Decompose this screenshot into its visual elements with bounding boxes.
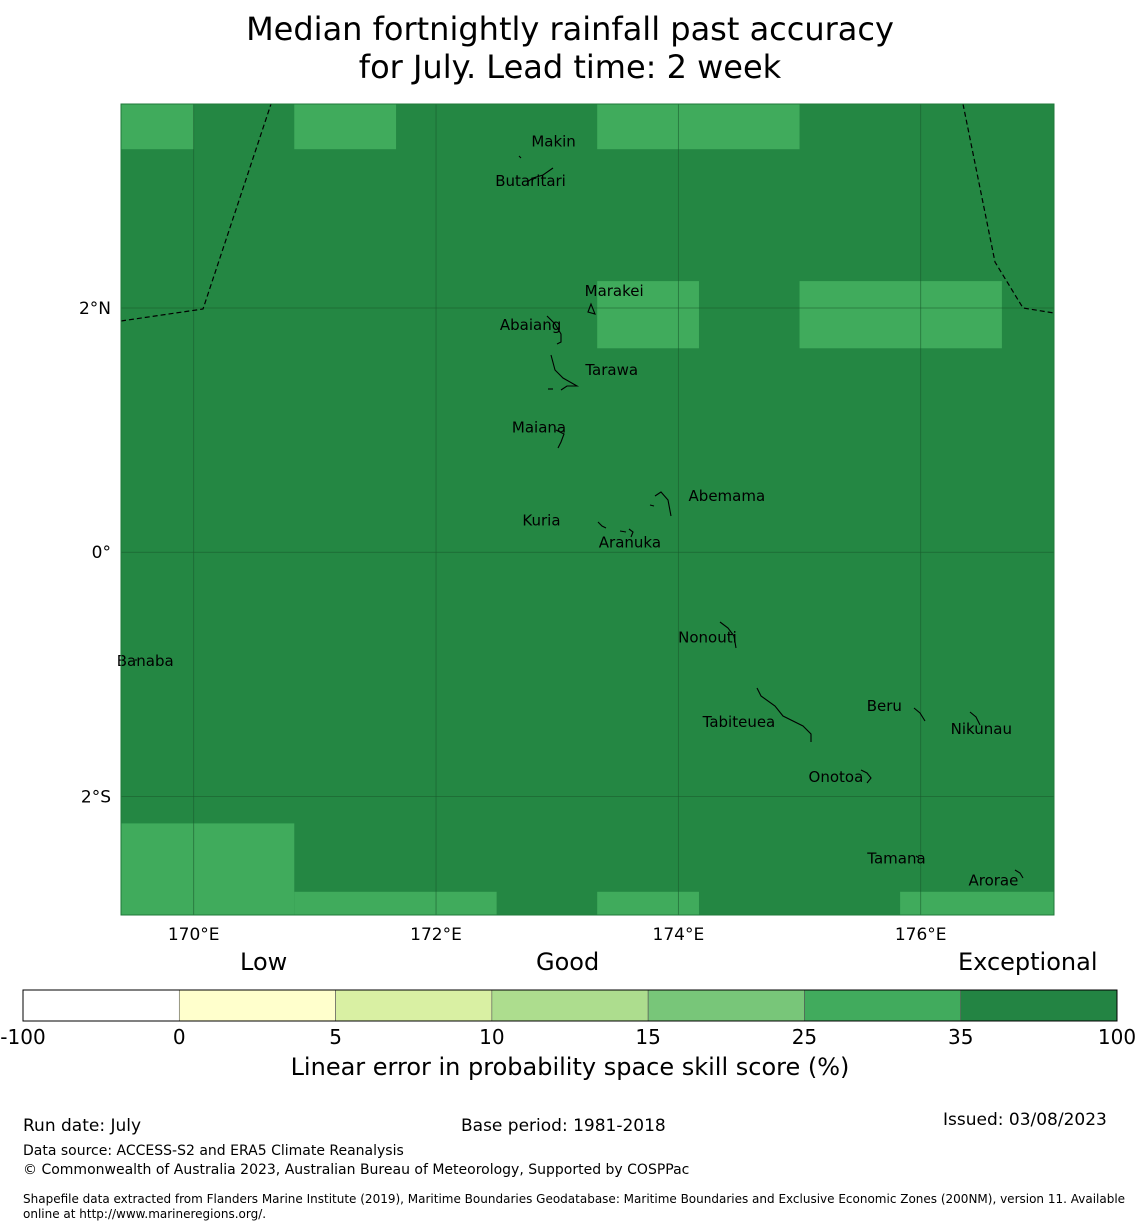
island-outline bbox=[654, 491, 672, 517]
category-exceptional: Exceptional bbox=[958, 948, 1098, 976]
island-label: Banaba bbox=[117, 652, 174, 670]
island-outline bbox=[518, 155, 522, 159]
island-label: Nonouti bbox=[678, 629, 737, 647]
island-label: Butaritari bbox=[495, 172, 566, 190]
lat-tick-label: 2°S bbox=[81, 788, 111, 808]
lon-tick-label: 176°E bbox=[895, 925, 947, 945]
colorbar-label: Linear error in probability space skill … bbox=[290, 1053, 850, 1081]
grid-cell-lighter bbox=[900, 891, 1054, 915]
lat-tick-label: 2°N bbox=[79, 299, 111, 319]
grid-cell-lighter bbox=[597, 104, 800, 150]
grid-cell-lighter bbox=[121, 104, 194, 150]
title-line-1: Median fortnightly rainfall past accurac… bbox=[246, 10, 894, 48]
run-date: Run date: July bbox=[23, 1116, 142, 1136]
island-outline bbox=[550, 354, 580, 391]
colorbar-segment bbox=[178, 989, 336, 1022]
island-label: Kuria bbox=[522, 511, 560, 529]
colorbar-segment bbox=[960, 989, 1118, 1022]
island-label: Tamana bbox=[866, 850, 925, 868]
island-label: Nikunau bbox=[951, 720, 1012, 738]
grid-cell-lighter bbox=[294, 891, 497, 915]
island-outline bbox=[555, 429, 565, 449]
colorbar-segment bbox=[804, 989, 962, 1022]
island-outline bbox=[969, 711, 981, 726]
colorbar-tick-label: 15 bbox=[635, 1025, 660, 1049]
colorbar-tick-label: 25 bbox=[792, 1025, 817, 1049]
island-label: Onotoa bbox=[809, 768, 864, 786]
colorbar-tick-label: 0 bbox=[173, 1025, 186, 1049]
island-outline bbox=[719, 621, 737, 649]
island-label: Marakei bbox=[585, 282, 644, 300]
island-outline bbox=[913, 707, 926, 722]
island-outline bbox=[526, 167, 554, 183]
island-label: Makin bbox=[531, 133, 576, 151]
copyright: © Commonwealth of Australia 2023, Austra… bbox=[23, 1162, 690, 1178]
lat-tick-label: 0° bbox=[92, 543, 111, 563]
grid-cell-lighter bbox=[121, 823, 295, 915]
island-outline bbox=[860, 769, 872, 784]
colorbar: -100 0 5 10 15 25 35 100 bbox=[0, 989, 1136, 1049]
island-label: Abaiang bbox=[500, 316, 561, 334]
island-label: Aranuka bbox=[599, 533, 661, 551]
data-source: Data source: ACCESS-S2 and ERA5 Climate … bbox=[23, 1143, 404, 1159]
island-outline bbox=[619, 530, 627, 533]
grid-cell-lighter bbox=[597, 281, 699, 349]
category-good: Good bbox=[536, 948, 600, 976]
island-label: Maiana bbox=[512, 419, 566, 437]
base-period: Base period: 1981-2018 bbox=[461, 1116, 666, 1136]
colorbar-tick-label: 5 bbox=[329, 1025, 342, 1049]
island-label: Tarawa bbox=[584, 361, 638, 379]
colorbar-segment bbox=[335, 989, 493, 1022]
island-label: Tabiteuea bbox=[702, 713, 776, 731]
island-outline bbox=[1014, 869, 1024, 879]
lon-tick-label: 172°E bbox=[410, 925, 462, 945]
map-frame bbox=[120, 103, 1055, 916]
island-outline bbox=[597, 521, 607, 529]
skill-map: 170°E 172°E 174°E 176°E 2°N 0° 2°S Makin Butarit… bbox=[0, 103, 1136, 1049]
colorbar-frame bbox=[22, 989, 1118, 1022]
colorbar-tick-label: -100 bbox=[0, 1025, 45, 1049]
grid-cell-lighter bbox=[294, 104, 397, 150]
island-outline bbox=[546, 315, 562, 345]
lon-tick-label: 174°E bbox=[653, 925, 705, 945]
colorbar-segment bbox=[647, 989, 805, 1022]
colorbar-tick-label: 100 bbox=[1098, 1025, 1136, 1049]
island-outline bbox=[649, 504, 655, 507]
eez-boundary-west bbox=[120, 103, 272, 322]
colorbar-segment bbox=[491, 989, 649, 1022]
island-outline bbox=[587, 302, 596, 315]
chart-title: Median fortnightly rainfall past accurac… bbox=[0, 10, 1140, 86]
island-label: Beru bbox=[867, 697, 902, 715]
issued-date: Issued: 03/08/2023 bbox=[943, 1110, 1107, 1130]
shapefile-credit-line-1: Shapefile data extracted from Flanders M… bbox=[23, 1192, 1126, 1206]
map-content: 170°E 172°E 174°E 176°E 2°N 0° 2°S Makin Butarit… bbox=[79, 103, 1055, 945]
shapefile-credit-line-2: online at http://www.marineregions.org/. bbox=[23, 1207, 267, 1221]
grid-cell-lighter bbox=[597, 891, 699, 915]
colorbar-tick-label: 10 bbox=[479, 1025, 504, 1049]
grid-cell-lighter bbox=[799, 281, 1002, 349]
island-label: Abemama bbox=[689, 487, 766, 505]
title-line-2: for July. Lead time: 2 week bbox=[358, 48, 782, 86]
shapefile-credit: Shapefile data extracted from Flanders M… bbox=[23, 1192, 1140, 1222]
island-outline bbox=[628, 528, 634, 538]
category-low: Low bbox=[240, 948, 288, 976]
island-outline bbox=[915, 855, 920, 859]
colorbar-tick-label: 35 bbox=[948, 1025, 973, 1049]
eez-boundary-east bbox=[962, 103, 1055, 314]
lon-tick-label: 170°E bbox=[168, 925, 220, 945]
colorbar-segment bbox=[22, 989, 180, 1022]
map-background bbox=[121, 104, 1054, 915]
island-label: Arorae bbox=[968, 872, 1018, 890]
island-outline bbox=[756, 687, 812, 742]
